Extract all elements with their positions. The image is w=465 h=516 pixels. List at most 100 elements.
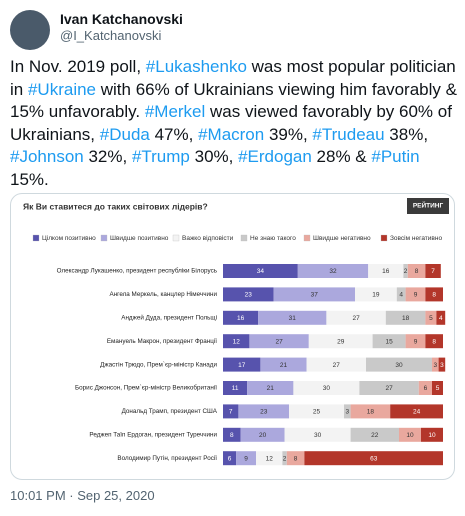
value-label: 12 — [233, 338, 241, 345]
value-label: 23 — [260, 409, 268, 416]
author-handle[interactable]: @I_Katchanovski — [60, 28, 162, 43]
chart-title: Як Ви ставитеся до таких світових лідері… — [23, 201, 208, 211]
bar-segment — [223, 357, 261, 372]
logo-box — [407, 198, 449, 214]
tweet-text: In Nov. 2019 poll, #Lukashenko was most … — [10, 56, 458, 191]
bar-segment — [223, 404, 239, 419]
avatar[interactable] — [10, 10, 50, 50]
bar-segment — [286, 451, 305, 466]
value-label: 4 — [399, 292, 403, 299]
bar-segment — [432, 357, 439, 372]
chart[interactable]: Як Ви ставитеся до таких світових лідері… — [10, 193, 455, 480]
category-label: Джастін Трюдо, Прем`єр-міністр Канади — [100, 360, 217, 368]
value-label: 23 — [245, 292, 253, 299]
text-part: 15%. — [10, 169, 49, 189]
value-label: 4 — [439, 315, 443, 322]
bar-segment — [425, 287, 443, 302]
hashtag[interactable]: #Trudeau — [312, 124, 385, 144]
value-label: 30 — [395, 362, 403, 369]
bar-segment — [247, 381, 294, 395]
bar-segment — [421, 427, 443, 442]
value-label: 8 — [294, 455, 298, 462]
bar-segment — [223, 427, 241, 442]
value-label: 8 — [432, 292, 436, 299]
legend-swatch — [303, 234, 311, 242]
value-label: 9 — [244, 455, 248, 462]
bar-segment — [425, 310, 437, 325]
hashtag[interactable]: #Macron — [198, 124, 265, 144]
hashtag[interactable]: #Merkel — [144, 102, 206, 121]
bar-segment — [407, 264, 426, 278]
bar-segment — [425, 264, 441, 278]
hashtag[interactable]: #Putin — [371, 147, 420, 166]
text-part: with 66% of Ukrainians viewing him favor… — [10, 79, 457, 122]
value-label: 15 — [385, 338, 393, 345]
bar-segment — [308, 334, 373, 349]
value-label: 27 — [385, 385, 393, 392]
bar-segment — [366, 357, 432, 372]
text-part: was viewed favorably by 60% of Ukrainian… — [10, 102, 452, 144]
author-name[interactable]: Ivan Katchanovski — [60, 11, 183, 27]
value-label: 31 — [289, 315, 297, 322]
bar-segment — [223, 264, 298, 278]
timestamp[interactable]: 10:01 PM · Sep 25, 2020 — [10, 488, 155, 503]
value-label: 34 — [257, 268, 265, 275]
legend-label: Зовсім негативно — [390, 234, 442, 242]
legend-label: Швидше позитивно — [110, 235, 169, 242]
hashtag[interactable]: #Duda — [99, 124, 150, 144]
legend-swatch — [172, 234, 180, 242]
value-label: 21 — [280, 362, 288, 369]
hashtag[interactable]: #Trump — [131, 147, 190, 166]
bar-segment — [372, 334, 406, 349]
hashtag[interactable]: #Lukashenko — [145, 57, 247, 76]
value-label: 2 — [404, 268, 408, 275]
value-label: 3 — [440, 362, 444, 369]
value-label: 6 — [424, 385, 428, 392]
legend-swatch — [240, 234, 248, 242]
legend-label: Не знаю такого — [250, 235, 296, 242]
text-part: 47%, — [149, 124, 199, 144]
bar-segment — [405, 287, 426, 302]
text-part: 30%, — [189, 147, 239, 166]
bar-segment — [438, 357, 446, 372]
value-label: 27 — [275, 338, 283, 345]
bar-segment — [304, 451, 443, 466]
value-label: 19 — [372, 292, 380, 299]
legend-label: Швидше негативно — [313, 235, 371, 242]
category-label: Реджеп Таїп Ердоган, президент Туреччини — [89, 431, 217, 438]
bar-segment — [223, 381, 248, 395]
category-label: Ангела Меркель, канцлер Німеччини — [110, 290, 218, 298]
value-label: 8 — [432, 338, 436, 345]
value-label: 20 — [259, 432, 267, 439]
value-label: 37 — [311, 292, 319, 299]
legend-label: Важко відповісти — [182, 234, 234, 242]
bar-segment — [249, 334, 309, 349]
value-label: 5 — [436, 385, 440, 392]
logo: РЕЙТИНГ — [413, 201, 444, 210]
bar-segment — [326, 310, 386, 325]
value-label: 22 — [371, 432, 379, 439]
bar-segment — [258, 310, 327, 325]
hashtag[interactable]: #Erdogan — [238, 147, 312, 166]
value-label: 10 — [406, 432, 414, 439]
value-label: 12 — [266, 455, 274, 462]
bar-segment — [405, 334, 426, 349]
bar-segment — [344, 404, 351, 419]
value-label: 16 — [237, 315, 245, 322]
hashtag[interactable]: #Johnson — [10, 147, 84, 166]
value-label: 27 — [352, 315, 360, 322]
bar-segment — [236, 451, 256, 466]
bar-segment — [273, 287, 355, 302]
text-part: 32%, — [83, 147, 132, 166]
category-label: Олександр Лукашенко, президент республік… — [57, 267, 218, 275]
value-label: 3 — [433, 362, 437, 369]
hashtag[interactable]: #Ukraine — [27, 79, 97, 99]
value-label: 29 — [337, 338, 345, 345]
bar-segment — [359, 381, 419, 395]
bar-segment — [256, 451, 283, 466]
bar-segment — [418, 381, 432, 395]
bar-segment — [223, 451, 237, 466]
legend-swatch — [380, 234, 388, 242]
value-label: 30 — [314, 432, 322, 439]
